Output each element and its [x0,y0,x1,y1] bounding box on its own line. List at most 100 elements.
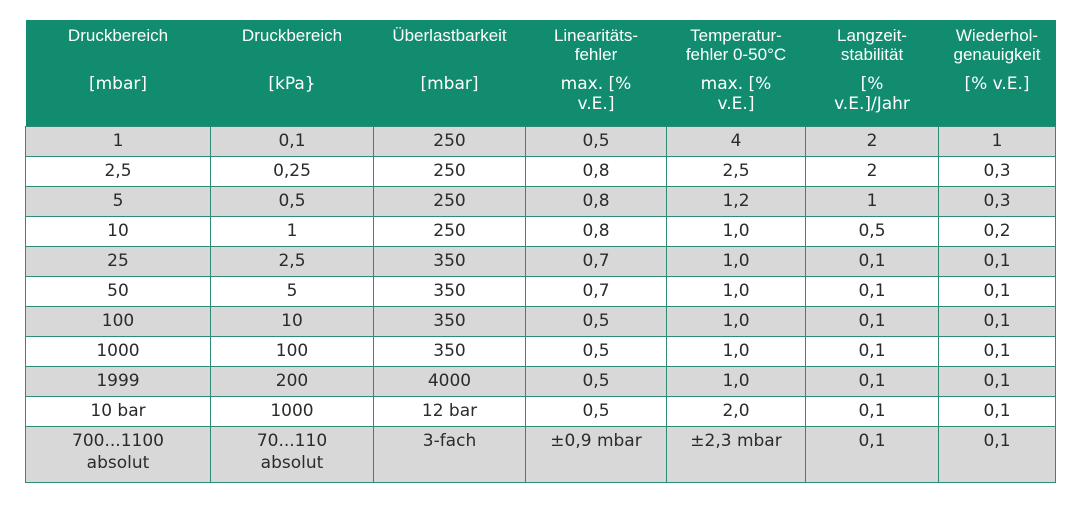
column-header-unit-line: v.E.]/Jahr [834,94,910,114]
column-header-unit: [mbar] [25,72,211,127]
table-cell: 0,1 [805,246,939,277]
table-cell: 0,5 [525,396,667,427]
column-header-unit-line: max. [% [700,74,772,94]
column-header-title-line: Druckbereich [241,26,343,45]
column-header-unit: max. [% v.E.] [666,72,806,127]
column-header-unit: max. [% v.E.] [525,72,667,127]
table-cell: 0,5 [805,216,939,247]
column-header-title: Überlastbarkeit [373,20,526,72]
table-cell: 3-fach [373,426,526,483]
table-row: 50 5 350 0,7 1,0 0,1 0,1 [25,276,1056,307]
table-cell: 2 [805,126,939,157]
table-cell-line: 700...1100 [72,431,164,451]
column-header-title: Temperatur-fehler 0-50°C [666,20,806,72]
table-cell: 1,0 [666,216,806,247]
table-row: 10 bar 1000 12 bar 0,5 2,0 0,1 0,1 [25,396,1056,427]
table-row: 100 10 350 0,5 1,0 0,1 0,1 [25,306,1056,337]
table-body: 1 0,1 250 0,5 4 2 1 2,5 0,25 250 0,8 2,5 2 0,3 5 0,5 250… [25,126,1056,483]
table-cell: 200 [210,366,374,397]
table-cell: ±0,9 mbar [525,426,667,483]
header-title-row: Druckbereich Druckbereich Überlastbarkeit L… [25,20,1056,72]
table-row: 5 0,5 250 0,8 1,2 1 0,3 [25,186,1056,217]
table-cell-line: 0,1 [858,431,886,451]
column-header-title-line: Wiederhol- [955,26,1039,45]
table-cell: 0,8 [525,216,667,247]
table-cell-line: 70...110 [256,431,328,451]
table-cell-line: 0,1 [983,431,1011,451]
table-cell: 1000 [210,396,374,427]
table-cell: 5 [210,276,374,307]
column-header-title: Wiederhol-genauigkeit [938,20,1056,72]
table-cell: 70...110 absolut [210,426,374,483]
table-cell: 350 [373,276,526,307]
table-cell-line: absolut [260,453,324,473]
table-cell: 350 [373,336,526,367]
table-cell: 0,1 [938,336,1056,367]
table-cell: 1,0 [666,276,806,307]
table-cell: 1999 [25,366,211,397]
table-cell: 250 [373,216,526,247]
table-cell: 10 [210,306,374,337]
table-cell: 0,5 [525,366,667,397]
table-cell: 0,5 [525,126,667,157]
table-cell-line: absolut [86,453,150,473]
table-row: 1000 100 350 0,5 1,0 0,1 0,1 [25,336,1056,367]
table-cell: 4000 [373,366,526,397]
table-cell: 0,1 [805,366,939,397]
table-cell: 100 [210,336,374,367]
table-cell: 350 [373,306,526,337]
table-cell: 2,0 [666,396,806,427]
table-cell: 0,5 [525,336,667,367]
table-cell-line: ±2,3 mbar [690,431,782,451]
table-cell: 0,1 [938,396,1056,427]
table-cell: 100 [25,306,211,337]
spec-table-container: Druckbereich Druckbereich Überlastbarkeit L… [25,20,1056,483]
column-header-title: Linearitäts-fehler [525,20,667,72]
table-cell: 1 [210,216,374,247]
column-header-unit: [mbar] [373,72,526,127]
column-header-title-line: Temperatur- [690,26,782,45]
table-cell: 0,5 [525,306,667,337]
table-cell: 1 [25,126,211,157]
table-cell: 10 bar [25,396,211,427]
column-header-unit-line: [mbar] [420,74,479,94]
table-cell: 0,7 [525,276,667,307]
table-cell: 2,5 [666,156,806,187]
table-cell: 0,5 [210,186,374,217]
column-header-unit-line: [% [860,74,884,94]
table-cell-line: ±0,9 mbar [550,431,642,451]
table-cell: 0,1 [805,306,939,337]
table-cell: 1 [805,186,939,217]
table-cell: 250 [373,126,526,157]
table-cell: 1000 [25,336,211,367]
table-cell: 2,5 [25,156,211,187]
table-cell: 0,1 [938,306,1056,337]
column-header-title: Langzeit-stabilität [805,20,939,72]
column-header-title-line: genauigkeit [953,45,1041,64]
table-cell: 250 [373,186,526,217]
table-cell: 1,2 [666,186,806,217]
table-row: 25 2,5 350 0,7 1,0 0,1 0,1 [25,246,1056,277]
column-header-unit-line: [% v.E.] [964,74,1030,94]
column-header-unit-line: [mbar] [88,74,148,94]
table-cell: 0,1 [805,396,939,427]
table-cell: 1,0 [666,246,806,277]
table-cell: 0,1 [938,426,1056,483]
column-header-title-line: fehler [574,45,618,64]
table-cell: 0,1 [938,276,1056,307]
table-row: 2,5 0,25 250 0,8 2,5 2 0,3 [25,156,1056,187]
table-cell: 1,0 [666,366,806,397]
table-cell: 0,1 [805,276,939,307]
table-cell: 5 [25,186,211,217]
table-cell: 25 [25,246,211,277]
table-cell: 1,0 [666,306,806,337]
column-header-unit: [% v.E.] [938,72,1056,127]
column-header-title-line: Linearitäts- [553,26,639,45]
column-header-title-line: fehler 0-50°C [685,45,787,64]
table-cell: 0,1 [938,246,1056,277]
pressure-spec-table: Druckbereich Druckbereich Überlastbarkeit L… [25,20,1056,483]
table-cell: 0,8 [525,156,667,187]
table-cell: 4 [666,126,806,157]
column-header-title: Druckbereich [25,20,211,72]
column-header-unit: [kPa} [210,72,374,127]
